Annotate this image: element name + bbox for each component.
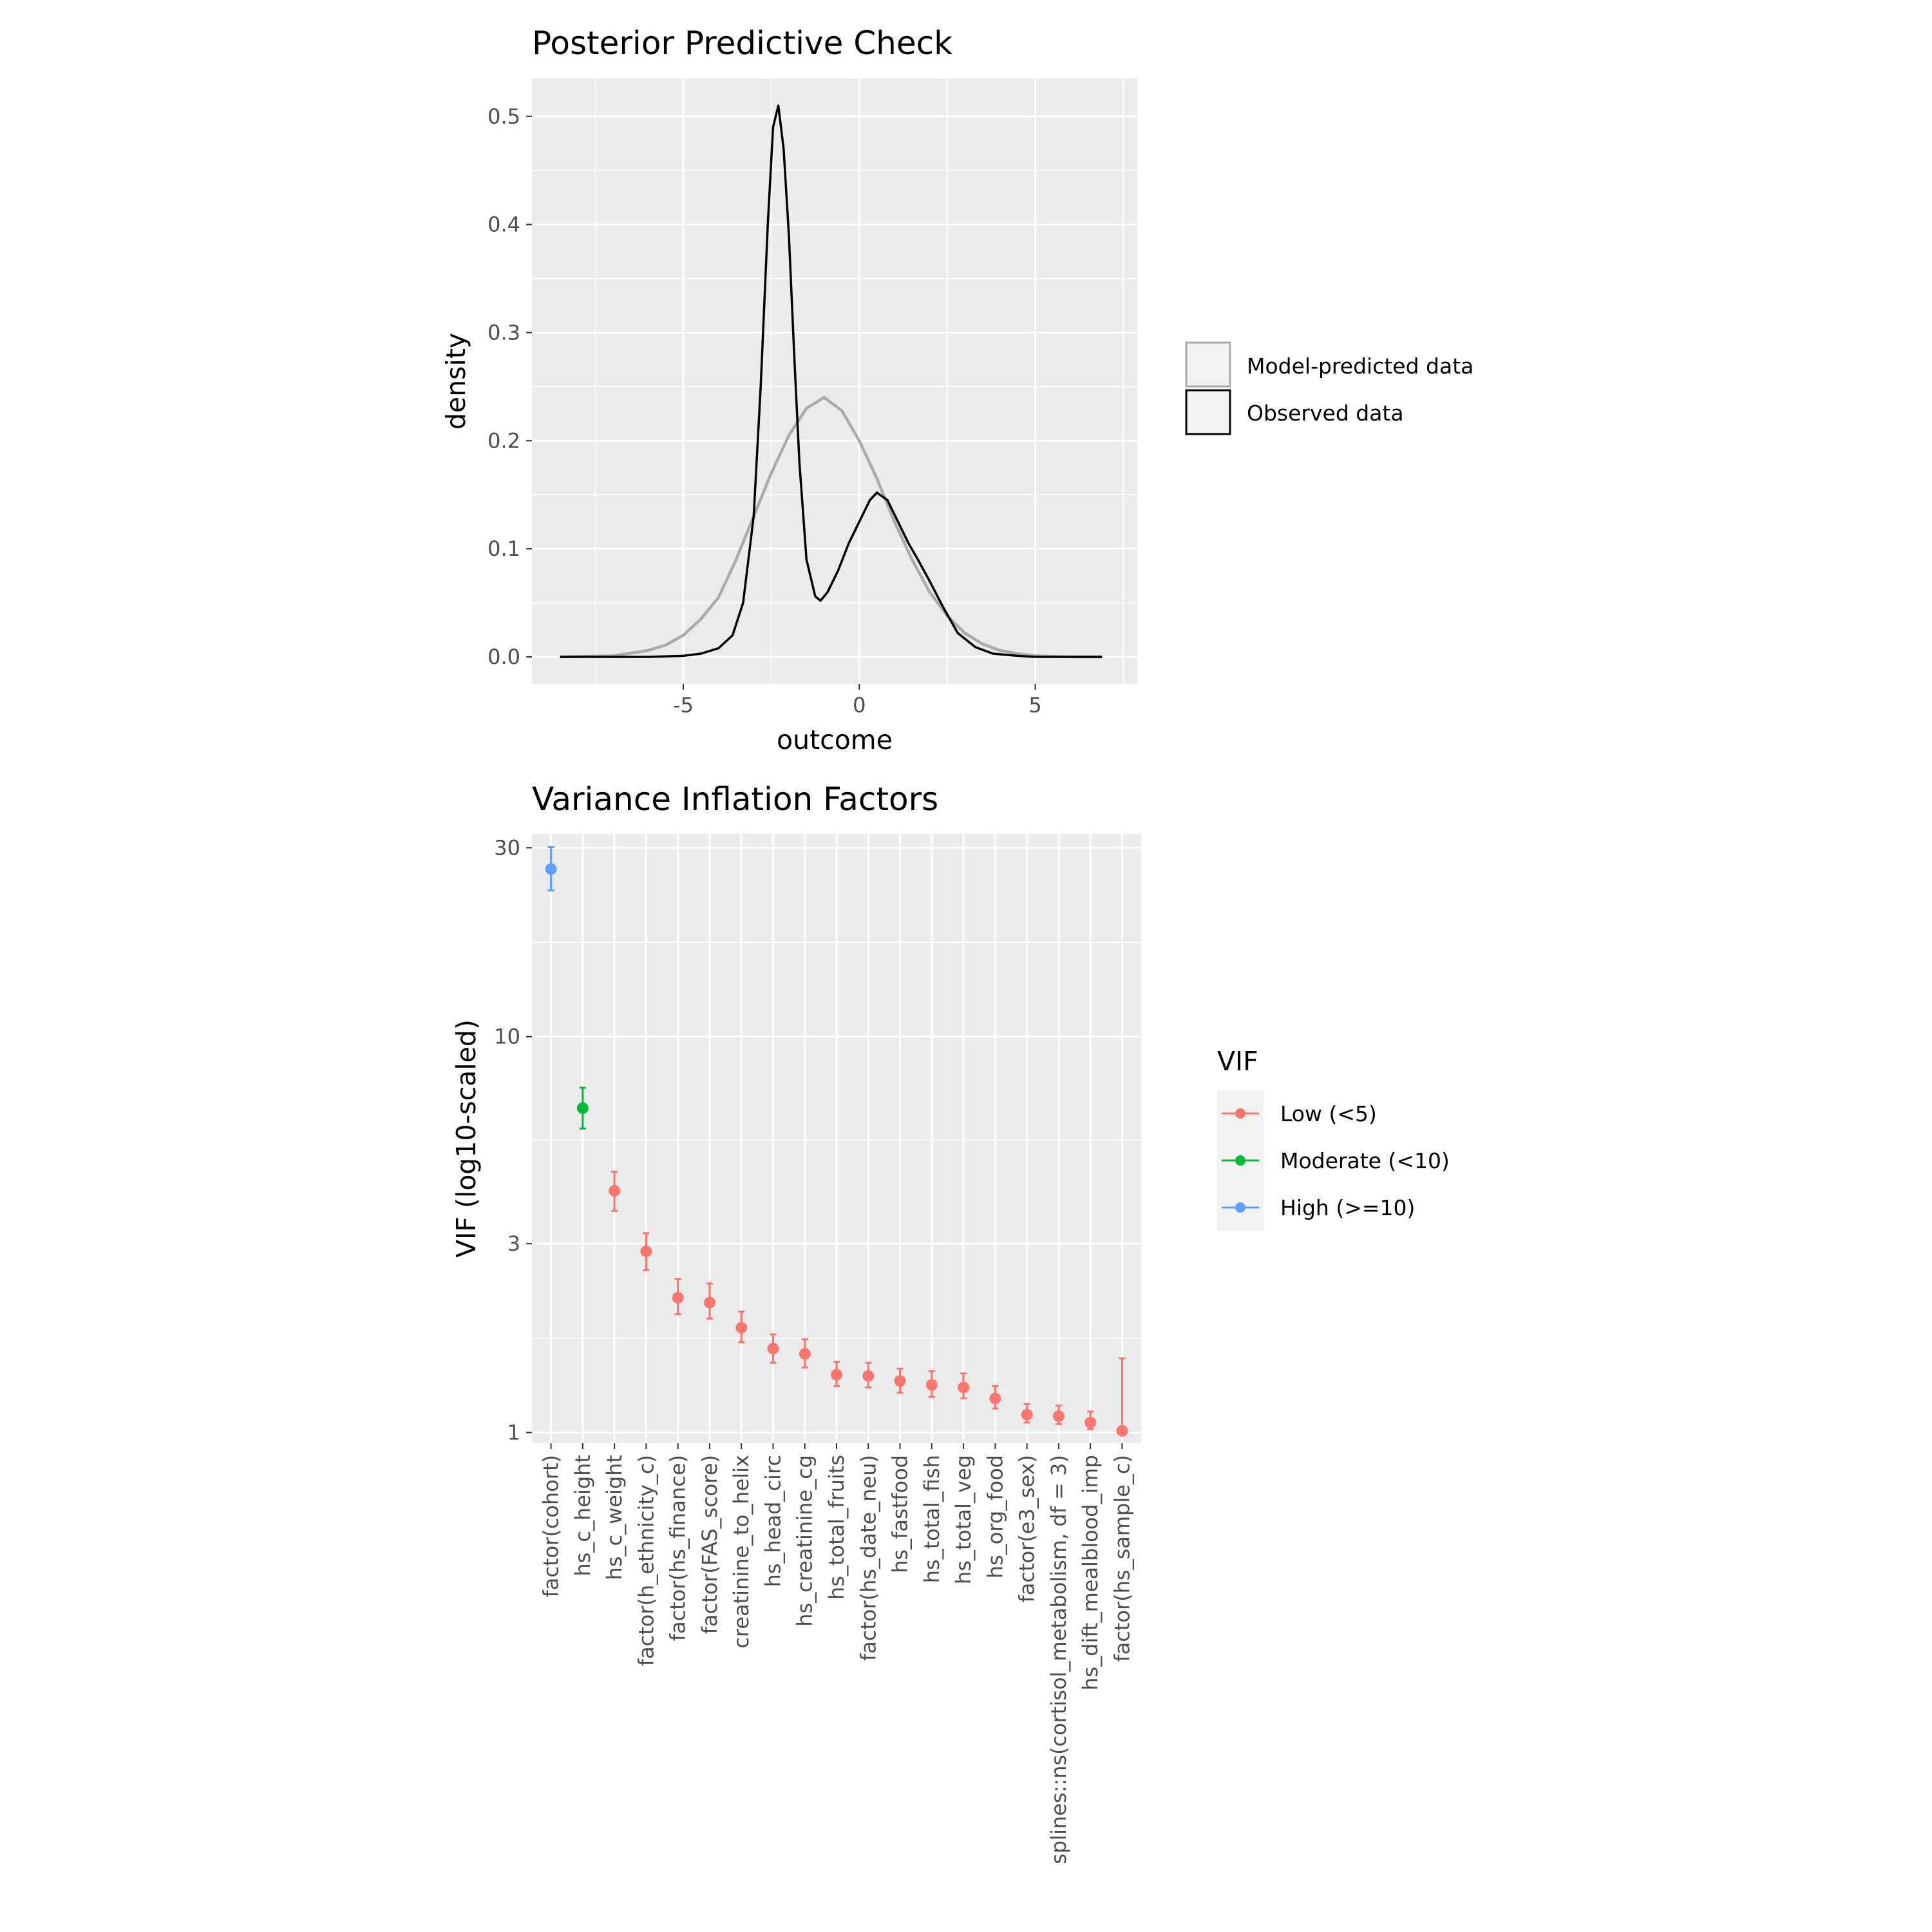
vif-legend-title: VIF bbox=[1217, 1046, 1258, 1077]
vif-point-hs-total-veg bbox=[958, 1381, 970, 1394]
vif-point-factor-cohort bbox=[545, 863, 557, 875]
ppc-y-tick-label: 0.2 bbox=[488, 428, 520, 453]
vif-y-tick-label: 1 bbox=[507, 1420, 520, 1444]
vif-point-hs-c-weight bbox=[609, 1185, 621, 1197]
vif-x-tick-label: factor(hs_finance) bbox=[666, 1455, 690, 1641]
legend-item-moderate: Moderate (<10) bbox=[1222, 1148, 1450, 1173]
vif-point-factor-fas-score bbox=[703, 1296, 715, 1309]
vif-point-hs-c-height bbox=[576, 1102, 589, 1114]
vif-x-tick-label: factor(h_ethnicity_c) bbox=[634, 1455, 658, 1666]
vif-x-tick-label: hs_c_height bbox=[571, 1455, 595, 1577]
ppc-y-tick-label: 0.0 bbox=[488, 645, 520, 669]
vif-point-hs-creatinine-cg bbox=[799, 1348, 811, 1360]
ppc-x-axis-title: outcome bbox=[777, 724, 893, 755]
ppc-y-tick-label: 0.4 bbox=[488, 213, 520, 237]
vif-point-creatinine-to-helix bbox=[735, 1321, 748, 1334]
ppc-x-tick-label: -5 bbox=[673, 693, 694, 717]
vif-x-tick-label: hs_dift_mealblood_imp bbox=[1078, 1455, 1103, 1690]
legend-key-model-predicted bbox=[1185, 341, 1231, 388]
vif-x-tick-label: hs_creatinine_cg bbox=[793, 1455, 817, 1627]
vif-y-axis-title: VIF (log10-scaled) bbox=[451, 1019, 482, 1258]
legend-label-low: Low (<5) bbox=[1280, 1101, 1377, 1126]
vif-x-tick-label: creatinine_to_helix bbox=[729, 1455, 753, 1649]
vif-point-splines-ns-cortisol-metabolism-df-3 bbox=[1052, 1410, 1065, 1423]
vif-point-factor-hs-sample-c bbox=[1116, 1425, 1128, 1437]
ppc-x-tick-label: 0 bbox=[853, 693, 866, 717]
ppc-y-tick-label: 0.5 bbox=[488, 104, 520, 129]
vif-x-tick-label: factor(hs_date_neu) bbox=[856, 1455, 880, 1661]
posterior-predictive-check-panel: Posterior Predictive Check -5 0 5 0.0 0.1 0.2… bbox=[440, 24, 1473, 755]
vif-x-tick-label: factor(hs_sample_c) bbox=[1110, 1455, 1134, 1662]
ppc-y-tick-label: 0.1 bbox=[488, 536, 520, 561]
legend-label-model-predicted: Model-predicted data bbox=[1247, 354, 1473, 379]
legend-label-moderate: Moderate (<10) bbox=[1280, 1148, 1450, 1173]
ppc-plot-background bbox=[532, 79, 1137, 684]
series-line-observed-data bbox=[560, 104, 1103, 658]
vif-x-tick-label: hs_org_food bbox=[983, 1455, 1007, 1578]
vif-points bbox=[545, 846, 1128, 1437]
ppc-legend: Model-predicted data Observed data bbox=[1185, 341, 1473, 435]
vif-x-tick-label: hs_total_veg bbox=[951, 1455, 976, 1584]
legend-key-point-high bbox=[1235, 1202, 1245, 1213]
ppc-y-tick-label: 0.3 bbox=[488, 320, 520, 345]
ppc-x-tick-label: 5 bbox=[1028, 693, 1041, 717]
vif-point-hs-total-fish bbox=[925, 1379, 938, 1391]
vif-point-factor-e3-sex bbox=[1021, 1408, 1033, 1421]
vif-y-tick-label: 10 bbox=[494, 1025, 520, 1049]
vif-legend: VIF Low (<5) Moderate (<10) High (>=10) bbox=[1217, 1046, 1450, 1231]
legend-key-point-moderate bbox=[1235, 1155, 1245, 1166]
vif-x-tick-label: factor(cohort) bbox=[539, 1455, 564, 1597]
vif-x-tick-label: hs_head_circ bbox=[761, 1455, 786, 1587]
ppc-title: Posterior Predictive Check bbox=[532, 24, 952, 62]
series-line-model-predicted-data bbox=[560, 395, 1103, 659]
vif-y-tick-label: 30 bbox=[494, 835, 520, 860]
vif-x-tick-label: factor(e3_sex) bbox=[1015, 1455, 1039, 1603]
vif-x-tick-label: hs_fastfood bbox=[888, 1455, 913, 1573]
vif-x-tick-label: hs_c_weight bbox=[602, 1455, 627, 1580]
legend-key-point-low bbox=[1235, 1108, 1245, 1119]
legend-item-high: High (>=10) bbox=[1222, 1195, 1415, 1220]
ppc-y-axis-title: density bbox=[440, 333, 471, 430]
legend-label-observed: Observed data bbox=[1247, 401, 1404, 426]
vif-x-tick-label: hs_total_fruits bbox=[824, 1455, 849, 1600]
ppc-series bbox=[560, 104, 1103, 659]
vif-point-factor-hs-finance bbox=[672, 1292, 684, 1304]
vif-point-hs-total-fruits bbox=[831, 1368, 842, 1381]
legend-key-observed bbox=[1185, 389, 1231, 435]
legend-label-high: High (>=10) bbox=[1280, 1195, 1415, 1220]
vif-point-hs-org-food bbox=[989, 1392, 1001, 1405]
vif-x-tick-label: factor(FAS_score) bbox=[697, 1455, 722, 1634]
vif-point-factor-h-ethnicity-c bbox=[640, 1245, 652, 1257]
variance-inflation-factors-panel: Variance Inflation Factors 1 3 10 30 factor(… bbox=[451, 781, 1450, 1864]
vif-axes: 1 3 10 30 factor(cohort) hs_c_height hs_c_weig… bbox=[494, 835, 1134, 1864]
vif-x-tick-label: hs_total_fish bbox=[920, 1455, 944, 1583]
vif-point-hs-head-circ bbox=[767, 1343, 779, 1355]
vif-point-factor-hs-date-neu bbox=[862, 1370, 875, 1382]
vif-point-hs-fastfood bbox=[894, 1375, 906, 1387]
vif-point-hs-dift-mealblood-imp bbox=[1084, 1416, 1097, 1428]
ppc-axes: -5 0 5 0.0 0.1 0.2 0.3 0.4 0.5 bbox=[488, 104, 1042, 717]
vif-y-tick-label: 3 bbox=[507, 1231, 520, 1256]
vif-title: Variance Inflation Factors bbox=[532, 781, 938, 818]
vif-x-tick-label: splines::ns(cortisol_metabolism, df = 3) bbox=[1046, 1455, 1071, 1864]
legend-item-low: Low (<5) bbox=[1222, 1101, 1377, 1126]
